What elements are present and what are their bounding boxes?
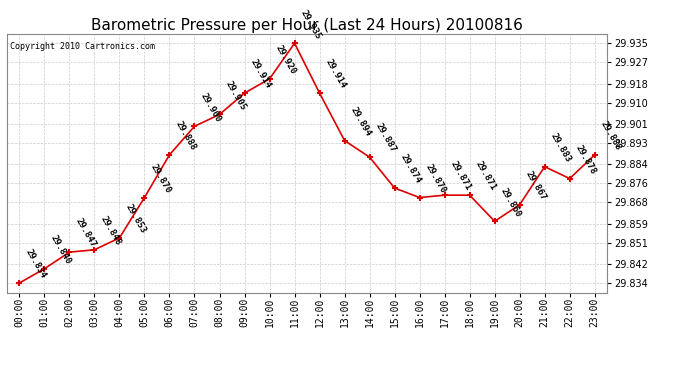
Text: 29.887: 29.887: [374, 122, 397, 154]
Text: 29.874: 29.874: [399, 153, 423, 185]
Text: 29.905: 29.905: [224, 79, 248, 112]
Text: 29.900: 29.900: [199, 91, 223, 123]
Text: 29.894: 29.894: [348, 105, 373, 138]
Text: 29.834: 29.834: [23, 248, 48, 280]
Text: 29.870: 29.870: [148, 162, 172, 195]
Text: 29.847: 29.847: [74, 217, 97, 249]
Text: 29.853: 29.853: [124, 203, 148, 235]
Text: Copyright 2010 Cartronics.com: Copyright 2010 Cartronics.com: [10, 42, 155, 51]
Text: 29.870: 29.870: [424, 162, 448, 195]
Text: 29.935: 29.935: [299, 8, 323, 40]
Text: 29.888: 29.888: [599, 120, 623, 152]
Text: 29.883: 29.883: [549, 132, 573, 164]
Text: 29.871: 29.871: [448, 160, 473, 192]
Text: 29.914: 29.914: [248, 58, 273, 90]
Text: 29.860: 29.860: [499, 186, 523, 219]
Title: Barometric Pressure per Hour (Last 24 Hours) 20100816: Barometric Pressure per Hour (Last 24 Ho…: [91, 18, 523, 33]
Text: 29.920: 29.920: [274, 44, 297, 76]
Text: 29.914: 29.914: [324, 58, 348, 90]
Text: 29.871: 29.871: [474, 160, 497, 192]
Text: 29.888: 29.888: [174, 120, 197, 152]
Text: 29.840: 29.840: [48, 234, 72, 266]
Text: 29.878: 29.878: [574, 143, 598, 176]
Text: 29.867: 29.867: [524, 170, 548, 202]
Text: 29.848: 29.848: [99, 214, 123, 247]
